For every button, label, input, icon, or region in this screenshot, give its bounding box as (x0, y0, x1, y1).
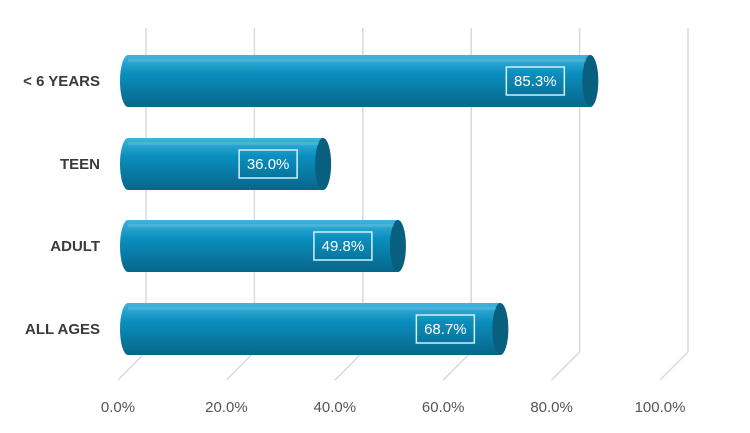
data-label: 68.7% (424, 321, 467, 338)
data-label: 85.3% (514, 73, 557, 90)
bar-end-cap (582, 55, 599, 107)
x-tick-label: 60.0% (422, 399, 465, 416)
bar-highlight (128, 307, 497, 310)
data-label-box (415, 314, 476, 344)
bar-body (128, 55, 591, 107)
category-label: ALL AGES (25, 321, 100, 338)
gridline-floor (659, 351, 689, 381)
x-tick-label: 80.0% (530, 399, 573, 416)
x-tick-label: 40.0% (314, 399, 357, 416)
bar: 49.8% (120, 220, 406, 272)
bar-end-cap (389, 220, 406, 272)
bar-end-cap (315, 138, 332, 190)
category-label: < 6 YEARS (23, 73, 100, 90)
x-tick-label: 0.0% (101, 399, 135, 416)
gridline-floor (225, 351, 255, 381)
bar-end-cap (492, 303, 509, 355)
bar-body (128, 303, 501, 355)
bar-highlight (128, 142, 320, 145)
data-label-box (238, 149, 298, 179)
category-label: ADULT (50, 238, 100, 255)
data-label: 49.8% (322, 238, 365, 255)
category-label: TEEN (60, 156, 100, 173)
gridline-floor (442, 351, 472, 381)
bars: 85.3% 36.0% 49.8% 68.7% (120, 55, 599, 355)
x-tick-label: 100.0% (635, 399, 686, 416)
bar-highlight (128, 59, 587, 62)
x-axis-ticks: 0.0% 20.0% 40.0% 60.0% 80.0% 100.0% (101, 399, 686, 416)
bar: 68.7% (120, 303, 509, 355)
data-label: 36.0% (247, 156, 290, 173)
category-labels: < 6 YEARS TEEN ADULT ALL AGES (23, 73, 100, 338)
bar-body (128, 138, 324, 190)
data-label-box (313, 231, 373, 261)
gridline-floor (334, 351, 364, 381)
bar-body (128, 220, 398, 272)
bar: 85.3% (120, 55, 599, 107)
bar: 36.0% (120, 138, 332, 190)
bar-highlight (128, 224, 394, 227)
gridline-floor (551, 351, 581, 381)
x-tick-label: 20.0% (205, 399, 248, 416)
gridline-floor (117, 351, 147, 381)
data-label-box (505, 66, 566, 96)
